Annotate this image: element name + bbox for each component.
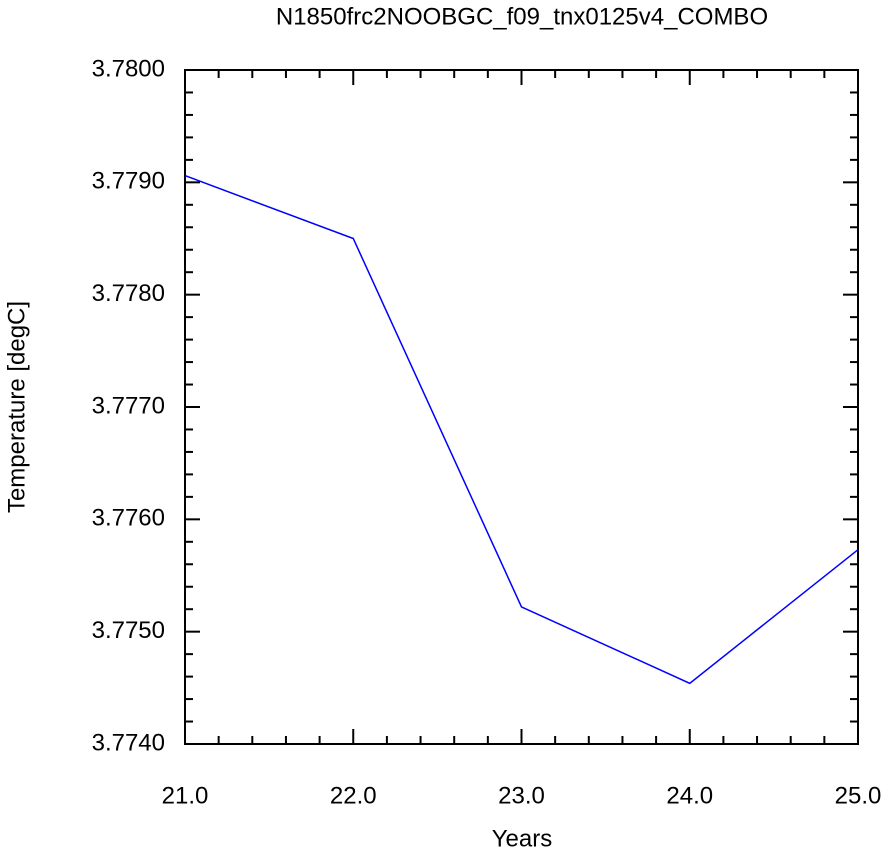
x-tick-label: 24.0 — [666, 782, 713, 809]
y-tick-label: 3.7770 — [92, 392, 165, 419]
y-tick-label: 3.7800 — [92, 55, 165, 82]
x-tick-label: 22.0 — [330, 782, 377, 809]
x-axis-label: Years — [492, 825, 553, 852]
x-tick-label: 23.0 — [498, 782, 545, 809]
y-tick-label: 3.7740 — [92, 729, 165, 756]
y-tick-label: 3.7790 — [92, 168, 165, 195]
x-tick-label: 25.0 — [835, 782, 882, 809]
plot-frame — [184, 69, 859, 745]
y-axis-label: Temperature [degC] — [3, 301, 30, 513]
chart-title: N1850frc2NOOBGC_f09_tnx0125v4_COMBO — [276, 3, 768, 30]
data-line — [184, 174, 859, 685]
y-tick-label: 3.7750 — [92, 617, 165, 644]
y-tick-label: 3.7760 — [92, 505, 165, 532]
y-tick-label: 3.7780 — [92, 280, 165, 307]
x-tick-label: 21.0 — [162, 782, 209, 809]
